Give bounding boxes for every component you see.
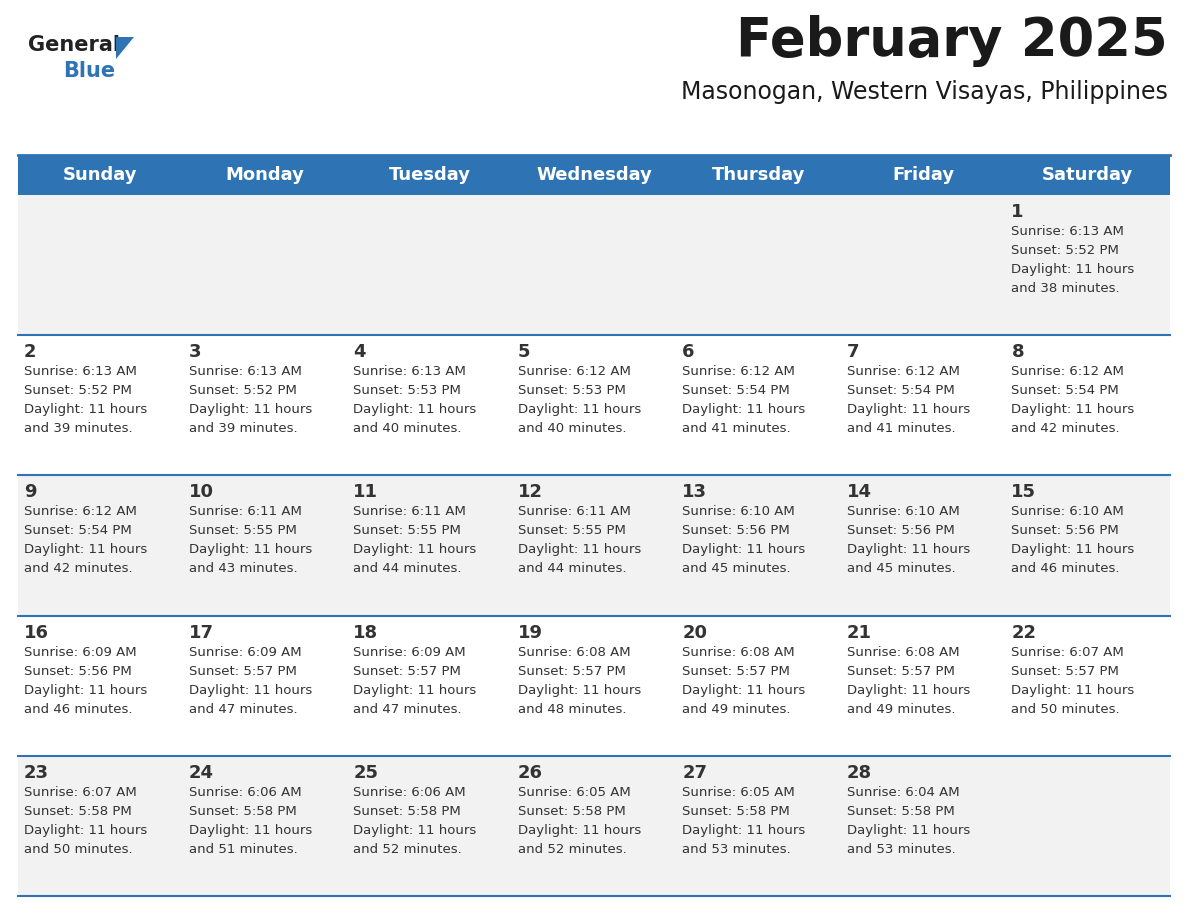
Text: 24: 24 bbox=[189, 764, 214, 782]
Text: 5: 5 bbox=[518, 343, 530, 361]
Text: 7: 7 bbox=[847, 343, 859, 361]
Text: Sunrise: 6:12 AM
Sunset: 5:54 PM
Daylight: 11 hours
and 42 minutes.: Sunrise: 6:12 AM Sunset: 5:54 PM Dayligh… bbox=[24, 506, 147, 576]
Text: Sunrise: 6:10 AM
Sunset: 5:56 PM
Daylight: 11 hours
and 45 minutes.: Sunrise: 6:10 AM Sunset: 5:56 PM Dayligh… bbox=[847, 506, 971, 576]
Bar bbox=[18, 756, 1170, 896]
Text: Sunrise: 6:05 AM
Sunset: 5:58 PM
Daylight: 11 hours
and 53 minutes.: Sunrise: 6:05 AM Sunset: 5:58 PM Dayligh… bbox=[682, 786, 805, 856]
Text: Sunrise: 6:12 AM
Sunset: 5:53 PM
Daylight: 11 hours
and 40 minutes.: Sunrise: 6:12 AM Sunset: 5:53 PM Dayligh… bbox=[518, 365, 642, 435]
Text: Sunrise: 6:11 AM
Sunset: 5:55 PM
Daylight: 11 hours
and 44 minutes.: Sunrise: 6:11 AM Sunset: 5:55 PM Dayligh… bbox=[353, 506, 476, 576]
Text: 28: 28 bbox=[847, 764, 872, 782]
Text: February 2025: February 2025 bbox=[737, 15, 1168, 67]
Text: Sunrise: 6:13 AM
Sunset: 5:52 PM
Daylight: 11 hours
and 38 minutes.: Sunrise: 6:13 AM Sunset: 5:52 PM Dayligh… bbox=[1011, 225, 1135, 295]
Bar bbox=[841, 155, 1005, 195]
Text: 22: 22 bbox=[1011, 623, 1036, 642]
Text: 12: 12 bbox=[518, 484, 543, 501]
Text: Sunrise: 6:10 AM
Sunset: 5:56 PM
Daylight: 11 hours
and 45 minutes.: Sunrise: 6:10 AM Sunset: 5:56 PM Dayligh… bbox=[682, 506, 805, 576]
Text: 14: 14 bbox=[847, 484, 872, 501]
Text: Sunrise: 6:09 AM
Sunset: 5:57 PM
Daylight: 11 hours
and 47 minutes.: Sunrise: 6:09 AM Sunset: 5:57 PM Dayligh… bbox=[189, 645, 311, 716]
Text: Sunrise: 6:13 AM
Sunset: 5:52 PM
Daylight: 11 hours
and 39 minutes.: Sunrise: 6:13 AM Sunset: 5:52 PM Dayligh… bbox=[24, 365, 147, 435]
Bar bbox=[18, 155, 183, 195]
Text: 16: 16 bbox=[24, 623, 49, 642]
Text: Sunrise: 6:06 AM
Sunset: 5:58 PM
Daylight: 11 hours
and 51 minutes.: Sunrise: 6:06 AM Sunset: 5:58 PM Dayligh… bbox=[189, 786, 311, 856]
Text: 11: 11 bbox=[353, 484, 378, 501]
Text: Sunrise: 6:12 AM
Sunset: 5:54 PM
Daylight: 11 hours
and 42 minutes.: Sunrise: 6:12 AM Sunset: 5:54 PM Dayligh… bbox=[1011, 365, 1135, 435]
Text: Sunrise: 6:07 AM
Sunset: 5:58 PM
Daylight: 11 hours
and 50 minutes.: Sunrise: 6:07 AM Sunset: 5:58 PM Dayligh… bbox=[24, 786, 147, 856]
Text: Sunrise: 6:09 AM
Sunset: 5:56 PM
Daylight: 11 hours
and 46 minutes.: Sunrise: 6:09 AM Sunset: 5:56 PM Dayligh… bbox=[24, 645, 147, 716]
Text: 20: 20 bbox=[682, 623, 707, 642]
Text: Sunrise: 6:09 AM
Sunset: 5:57 PM
Daylight: 11 hours
and 47 minutes.: Sunrise: 6:09 AM Sunset: 5:57 PM Dayligh… bbox=[353, 645, 476, 716]
Text: General: General bbox=[29, 35, 120, 55]
Text: 19: 19 bbox=[518, 623, 543, 642]
Bar bbox=[1005, 155, 1170, 195]
Text: 17: 17 bbox=[189, 623, 214, 642]
Text: 13: 13 bbox=[682, 484, 707, 501]
Text: Wednesday: Wednesday bbox=[536, 166, 652, 184]
Text: Saturday: Saturday bbox=[1042, 166, 1133, 184]
Text: 8: 8 bbox=[1011, 343, 1024, 361]
Text: 26: 26 bbox=[518, 764, 543, 782]
Text: 18: 18 bbox=[353, 623, 378, 642]
Text: Sunrise: 6:08 AM
Sunset: 5:57 PM
Daylight: 11 hours
and 48 minutes.: Sunrise: 6:08 AM Sunset: 5:57 PM Dayligh… bbox=[518, 645, 642, 716]
Bar bbox=[676, 155, 841, 195]
Text: Friday: Friday bbox=[892, 166, 954, 184]
Text: Sunrise: 6:06 AM
Sunset: 5:58 PM
Daylight: 11 hours
and 52 minutes.: Sunrise: 6:06 AM Sunset: 5:58 PM Dayligh… bbox=[353, 786, 476, 856]
Bar bbox=[347, 155, 512, 195]
Text: 10: 10 bbox=[189, 484, 214, 501]
Text: 25: 25 bbox=[353, 764, 378, 782]
Text: Monday: Monday bbox=[226, 166, 304, 184]
Text: Sunrise: 6:13 AM
Sunset: 5:53 PM
Daylight: 11 hours
and 40 minutes.: Sunrise: 6:13 AM Sunset: 5:53 PM Dayligh… bbox=[353, 365, 476, 435]
Text: Blue: Blue bbox=[63, 61, 115, 81]
Bar bbox=[18, 195, 1170, 335]
Text: Sunrise: 6:08 AM
Sunset: 5:57 PM
Daylight: 11 hours
and 49 minutes.: Sunrise: 6:08 AM Sunset: 5:57 PM Dayligh… bbox=[847, 645, 971, 716]
Text: 3: 3 bbox=[189, 343, 201, 361]
Text: 21: 21 bbox=[847, 623, 872, 642]
Text: Sunrise: 6:12 AM
Sunset: 5:54 PM
Daylight: 11 hours
and 41 minutes.: Sunrise: 6:12 AM Sunset: 5:54 PM Dayligh… bbox=[682, 365, 805, 435]
Text: Masonogan, Western Visayas, Philippines: Masonogan, Western Visayas, Philippines bbox=[681, 80, 1168, 104]
Text: Sunrise: 6:04 AM
Sunset: 5:58 PM
Daylight: 11 hours
and 53 minutes.: Sunrise: 6:04 AM Sunset: 5:58 PM Dayligh… bbox=[847, 786, 971, 856]
Text: Sunrise: 6:12 AM
Sunset: 5:54 PM
Daylight: 11 hours
and 41 minutes.: Sunrise: 6:12 AM Sunset: 5:54 PM Dayligh… bbox=[847, 365, 971, 435]
Bar bbox=[18, 476, 1170, 616]
Text: 4: 4 bbox=[353, 343, 366, 361]
Text: Thursday: Thursday bbox=[712, 166, 805, 184]
Text: 1: 1 bbox=[1011, 203, 1024, 221]
Text: Sunrise: 6:13 AM
Sunset: 5:52 PM
Daylight: 11 hours
and 39 minutes.: Sunrise: 6:13 AM Sunset: 5:52 PM Dayligh… bbox=[189, 365, 311, 435]
Text: Tuesday: Tuesday bbox=[388, 166, 470, 184]
Text: Sunday: Sunday bbox=[63, 166, 138, 184]
Bar bbox=[18, 616, 1170, 756]
Text: Sunrise: 6:05 AM
Sunset: 5:58 PM
Daylight: 11 hours
and 52 minutes.: Sunrise: 6:05 AM Sunset: 5:58 PM Dayligh… bbox=[518, 786, 642, 856]
Bar bbox=[512, 155, 676, 195]
Polygon shape bbox=[116, 37, 134, 59]
Text: Sunrise: 6:10 AM
Sunset: 5:56 PM
Daylight: 11 hours
and 46 minutes.: Sunrise: 6:10 AM Sunset: 5:56 PM Dayligh… bbox=[1011, 506, 1135, 576]
Text: 2: 2 bbox=[24, 343, 37, 361]
Text: Sunrise: 6:11 AM
Sunset: 5:55 PM
Daylight: 11 hours
and 43 minutes.: Sunrise: 6:11 AM Sunset: 5:55 PM Dayligh… bbox=[189, 506, 311, 576]
Text: 9: 9 bbox=[24, 484, 37, 501]
Text: Sunrise: 6:07 AM
Sunset: 5:57 PM
Daylight: 11 hours
and 50 minutes.: Sunrise: 6:07 AM Sunset: 5:57 PM Dayligh… bbox=[1011, 645, 1135, 716]
Text: 6: 6 bbox=[682, 343, 695, 361]
Text: Sunrise: 6:11 AM
Sunset: 5:55 PM
Daylight: 11 hours
and 44 minutes.: Sunrise: 6:11 AM Sunset: 5:55 PM Dayligh… bbox=[518, 506, 642, 576]
Text: 15: 15 bbox=[1011, 484, 1036, 501]
Text: 23: 23 bbox=[24, 764, 49, 782]
Bar bbox=[183, 155, 347, 195]
Text: Sunrise: 6:08 AM
Sunset: 5:57 PM
Daylight: 11 hours
and 49 minutes.: Sunrise: 6:08 AM Sunset: 5:57 PM Dayligh… bbox=[682, 645, 805, 716]
Bar bbox=[18, 335, 1170, 476]
Text: 27: 27 bbox=[682, 764, 707, 782]
